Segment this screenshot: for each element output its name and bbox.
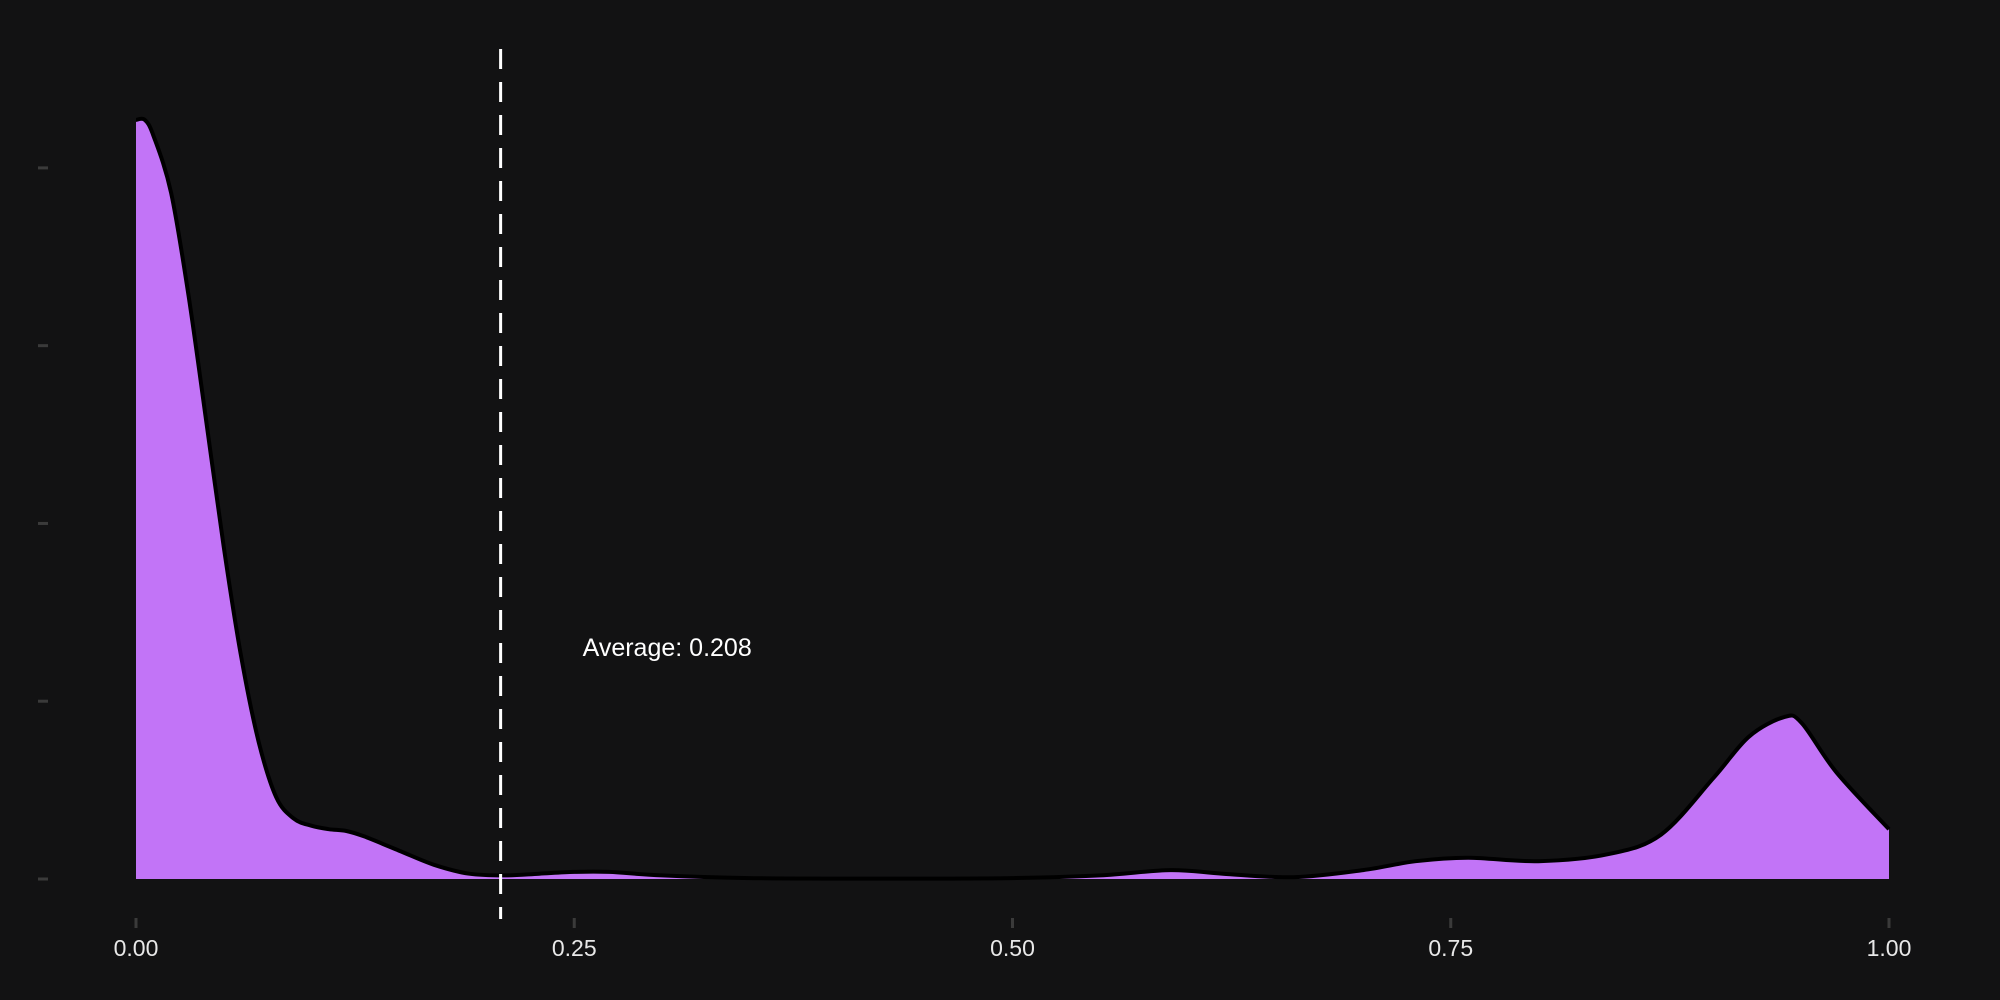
x-tick-label-4: 1.00: [1867, 935, 1912, 961]
x-axis-tick-labels: 0.00 0.25 0.50 0.75 1.00: [114, 935, 1912, 961]
y-axis-ticks: [38, 166, 48, 881]
x-axis-ticks: [134, 918, 1891, 928]
x-tick-label-3: 0.75: [1428, 935, 1473, 961]
x-tick-label-2: 0.50: [990, 935, 1035, 961]
x-tick-label-0: 0.00: [114, 935, 159, 961]
average-annotation: Average: 0.208: [583, 634, 752, 662]
x-tick-label-1: 0.25: [552, 935, 597, 961]
density-area: [136, 118, 1889, 879]
density-curve-line: [135, 116, 1891, 881]
